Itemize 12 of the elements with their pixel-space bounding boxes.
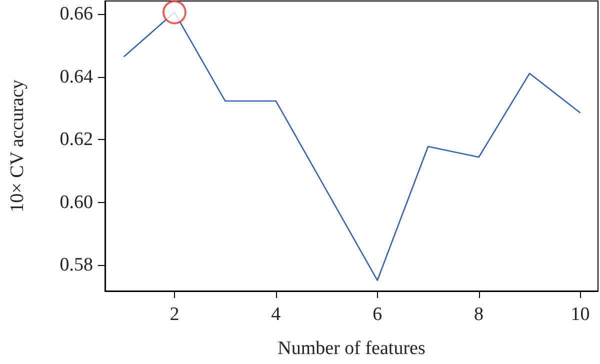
x-tick-label: 8	[474, 304, 484, 325]
y-axis-title: 10× CV accuracy	[7, 79, 28, 212]
y-tick-label: 0.64	[60, 66, 94, 88]
y-tick-label: 0.60	[60, 192, 93, 213]
x-tick-label: 4	[271, 304, 282, 325]
x-axis-title: Number of features	[278, 338, 426, 359]
y-tick-label: 0.66	[60, 4, 93, 25]
x-tick-label: 10	[570, 304, 590, 325]
x-tick-label: 6	[372, 304, 382, 325]
y-tick-label: 0.62	[60, 129, 93, 150]
y-tick-label: 0.58	[60, 254, 93, 276]
x-tick-label: 2	[170, 304, 180, 325]
